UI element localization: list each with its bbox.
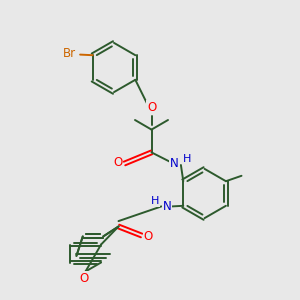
Text: O: O [80,272,88,285]
Text: Br: Br [63,47,76,60]
Text: H: H [151,196,160,206]
Text: N: N [162,200,171,213]
Text: O: O [113,155,122,169]
Text: O: O [144,230,153,244]
Text: N: N [170,157,179,170]
Text: O: O [147,101,156,114]
Text: H: H [183,154,191,164]
